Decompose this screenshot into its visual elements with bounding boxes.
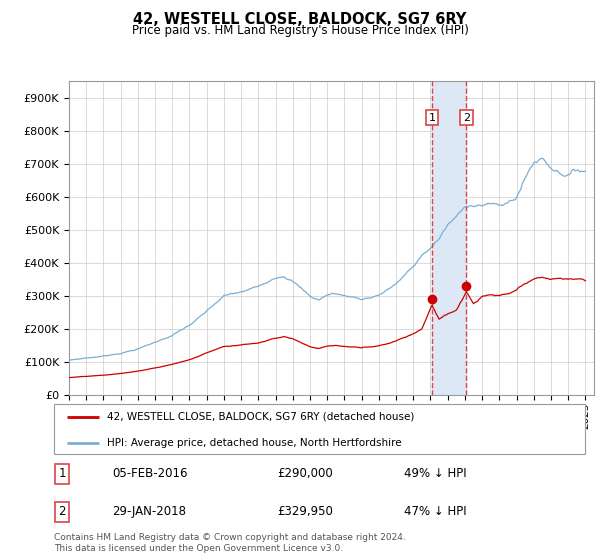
Text: 05-FEB-2016: 05-FEB-2016 <box>112 468 188 480</box>
Text: 47% ↓ HPI: 47% ↓ HPI <box>404 505 467 518</box>
Text: HPI: Average price, detached house, North Hertfordshire: HPI: Average price, detached house, Nort… <box>107 438 402 448</box>
Text: Contains HM Land Registry data © Crown copyright and database right 2024.
This d: Contains HM Land Registry data © Crown c… <box>54 533 406 553</box>
Text: 29-JAN-2018: 29-JAN-2018 <box>112 505 187 518</box>
Text: £329,950: £329,950 <box>277 505 333 518</box>
Text: 2: 2 <box>463 113 470 123</box>
Text: 1: 1 <box>428 113 436 123</box>
Text: 2: 2 <box>58 505 66 518</box>
Text: Price paid vs. HM Land Registry's House Price Index (HPI): Price paid vs. HM Land Registry's House … <box>131 24 469 36</box>
Text: 1: 1 <box>58 468 66 480</box>
Text: £290,000: £290,000 <box>277 468 333 480</box>
Text: 42, WESTELL CLOSE, BALDOCK, SG7 6RY: 42, WESTELL CLOSE, BALDOCK, SG7 6RY <box>133 12 467 27</box>
Bar <box>432 81 466 395</box>
Text: 49% ↓ HPI: 49% ↓ HPI <box>404 468 467 480</box>
Text: 42, WESTELL CLOSE, BALDOCK, SG7 6RY (detached house): 42, WESTELL CLOSE, BALDOCK, SG7 6RY (det… <box>107 412 415 422</box>
